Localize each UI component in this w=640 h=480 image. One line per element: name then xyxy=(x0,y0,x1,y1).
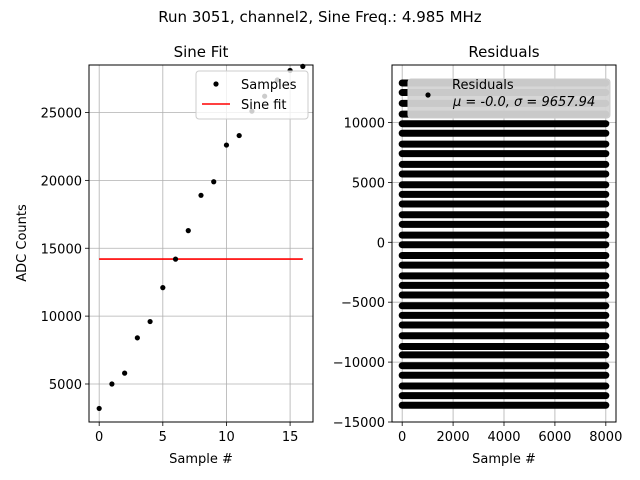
sample-point xyxy=(122,370,128,376)
left-ytick-label: 10000 xyxy=(41,310,82,325)
right-xtick-label: 0 xyxy=(398,430,406,445)
sample-point xyxy=(160,285,166,291)
right-legend-residuals-label: Residuals xyxy=(452,78,514,93)
left-x-ticks: 0 5 10 15 xyxy=(95,422,298,445)
right-y-ticks: −15000 −10000 −5000 0 5000 10000 xyxy=(333,117,392,431)
left-xtick-label: 0 xyxy=(95,430,103,445)
left-legend-samples-marker xyxy=(213,81,219,87)
left-y-ticks: 5000 10000 15000 20000 25000 xyxy=(41,107,89,393)
right-legend-box xyxy=(407,78,611,119)
left-xtick-label: 15 xyxy=(282,430,299,445)
right-ytick-label: 5000 xyxy=(352,176,385,191)
right-ytick-label: −10000 xyxy=(333,356,385,371)
left-legend-box xyxy=(195,70,309,120)
sample-point xyxy=(185,228,191,234)
left-axes-background xyxy=(89,65,313,422)
left-ytick-label: 15000 xyxy=(41,242,82,257)
left-ytick-label: 5000 xyxy=(49,378,82,393)
left-axes: 0 5 10 15 5000 10000 15000 20000 25000 Sine Fit… xyxy=(15,43,314,467)
right-legend: Residuals μ = -0.0, σ = 9657.94 xyxy=(407,78,611,119)
right-ytick-label: −5000 xyxy=(341,296,385,311)
left-legend: Samples Sine fit xyxy=(195,70,309,120)
right-ytick-label: 10000 xyxy=(344,117,385,132)
sample-point xyxy=(198,192,204,198)
right-x-ticks: 0 2000 4000 6000 8000 xyxy=(398,422,622,445)
sample-point xyxy=(211,179,217,185)
right-residuals-series xyxy=(398,79,610,409)
right-axes: 0 2000 4000 6000 8000 −15000 −10000 −5000 0 5000… xyxy=(333,43,623,467)
right-xlabel: Sample # xyxy=(472,452,536,467)
left-ytick-label: 25000 xyxy=(41,107,82,122)
sample-point xyxy=(147,318,153,325)
left-xlabel: Sample # xyxy=(169,452,233,467)
right-ytick-label: 0 xyxy=(377,236,385,251)
right-xtick-label: 4000 xyxy=(487,430,520,445)
left-xtick-label: 10 xyxy=(218,430,235,445)
right-title: Residuals xyxy=(468,43,539,61)
sample-point xyxy=(134,335,140,341)
right-xtick-label: 2000 xyxy=(437,430,470,445)
left-legend-fit-label: Sine fit xyxy=(241,98,287,113)
sample-point xyxy=(96,405,102,412)
sample-point xyxy=(109,381,115,387)
left-axes-frame xyxy=(88,64,314,423)
sample-point xyxy=(172,256,179,262)
right-legend-residuals-marker xyxy=(425,92,431,98)
left-legend-samples-label: Samples xyxy=(241,78,297,93)
left-xtick-label: 5 xyxy=(159,430,167,445)
right-xtick-label: 6000 xyxy=(538,430,571,445)
sample-point xyxy=(236,132,242,139)
left-grid xyxy=(89,65,313,422)
right-xtick-label: 8000 xyxy=(589,430,622,445)
right-legend-stats-label: μ = -0.0, σ = 9657.94 xyxy=(452,95,595,110)
sample-point xyxy=(223,142,230,148)
left-ylabel: ADC Counts xyxy=(15,204,30,282)
right-ytick-label: −15000 xyxy=(333,416,385,431)
left-ytick-label: 20000 xyxy=(41,174,82,189)
left-title: Sine Fit xyxy=(174,43,229,61)
suptitle: Run 3051, channel2, Sine Freq.: 4.985 MH… xyxy=(158,8,482,26)
